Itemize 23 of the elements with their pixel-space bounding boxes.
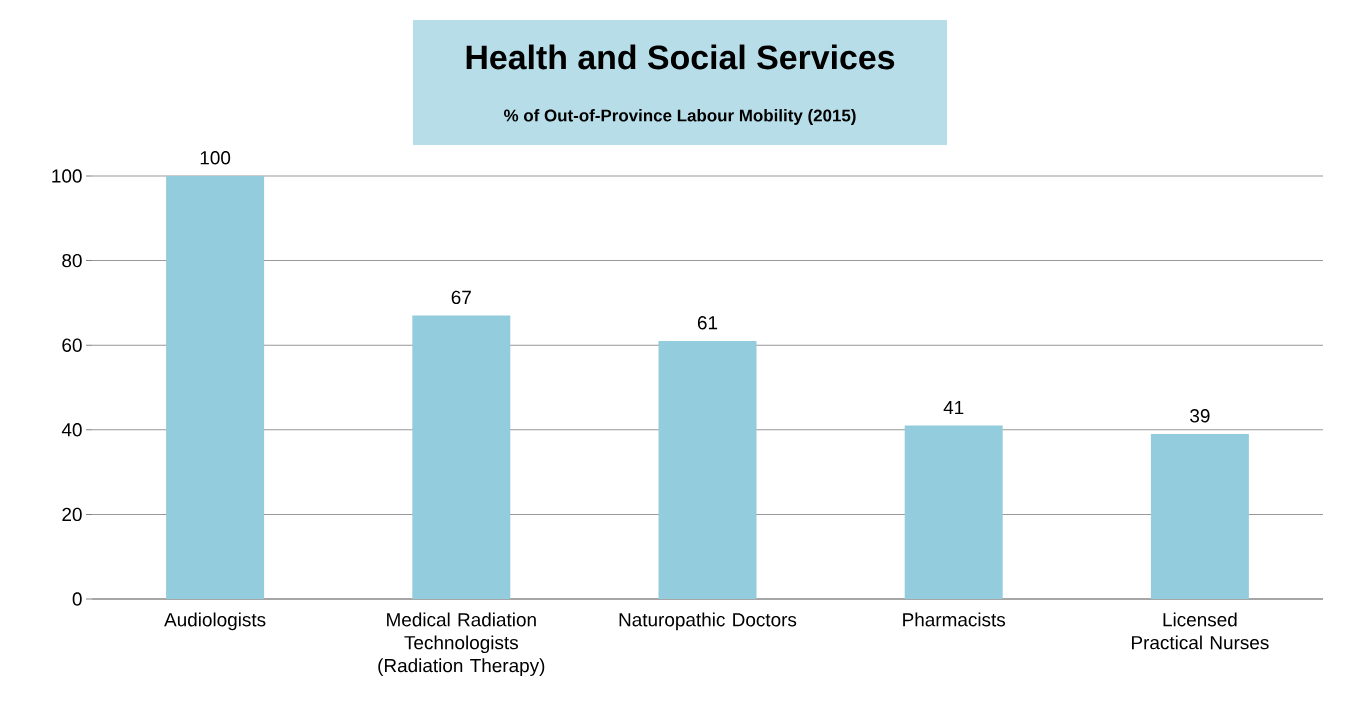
y-tick-label: 40: [61, 423, 82, 437]
x-tick-label: Audiologists: [164, 612, 266, 631]
data-label: 100: [200, 151, 231, 165]
data-label: 61: [697, 316, 718, 330]
x-tick-label: Licensed Practical Nurses: [1132, 612, 1269, 650]
x-tick-label: Medical Radiation Technologists (Radiation Therapy): [378, 612, 545, 676]
x-tick-label: Naturopathic Doctors: [619, 612, 797, 631]
chart-title: Health and Social Services: [466, 44, 895, 70]
data-label: 39: [1190, 409, 1210, 423]
y-tick-label: 100: [52, 169, 82, 183]
chart-subtitle: % of Out-of-Province Labour Mobility (2015): [504, 109, 856, 125]
bar: [412, 315, 511, 599]
data-label: 41: [943, 401, 964, 415]
bar: [1150, 434, 1249, 599]
bar: [904, 425, 1003, 599]
y-tick-label: 60: [62, 338, 82, 352]
bar: [166, 175, 265, 599]
data-label: 67: [451, 290, 471, 305]
x-tick-label: Pharmacists: [903, 612, 1006, 627]
y-tick-label: 80: [62, 253, 82, 268]
y-tick-label: 20: [62, 507, 82, 522]
y-tick-label: 0: [72, 592, 82, 606]
bar: [658, 340, 757, 599]
